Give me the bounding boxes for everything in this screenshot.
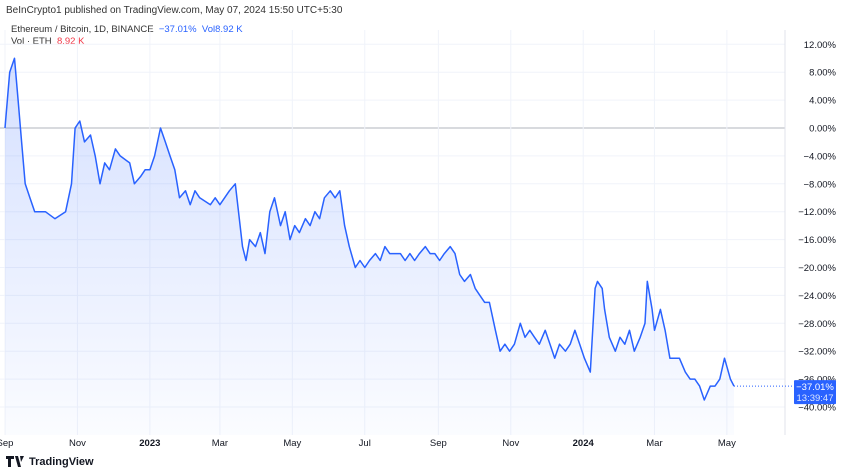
x-tick-label: 2023 [139,438,160,449]
price-line [4,57,735,401]
y-tick-label: −32.00% [798,347,836,358]
y-tick-label: −12.00% [798,207,836,218]
y-tick-label: 0.00% [809,124,836,135]
y-tick-label: −4.00% [804,151,837,162]
vol-series-label: Vol · ETH [11,36,52,47]
price-tag-countdown: 13:39:47 [797,393,834,404]
x-tick-label: Nov [69,438,86,449]
y-tick-label: 4.00% [809,96,836,107]
y-tick-label: 12.00% [804,40,837,51]
y-tick-label: −28.00% [798,319,836,330]
x-tick-label: May [718,438,736,449]
price-chart[interactable]: 12.00% 8.00% 4.00% 0.00% −4.00% −8.00% −12.00%… [0,0,850,450]
x-tick-label: Sep [430,438,447,449]
x-tick-label: 2024 [573,438,595,449]
y-tick-label: −16.00% [798,235,836,246]
x-tick-label: Mar [646,438,662,449]
tradingview-logo[interactable]: TradingView [6,456,94,468]
y-tick-label: −36.00% [798,375,836,386]
y-tick-label: −40.00% [798,403,836,414]
chart-legend: Ethereum / Bitcoin, 1D, BINANCE −37.01% … [11,24,243,48]
symbol-title[interactable]: Ethereum / Bitcoin, 1D, BINANCE [11,24,154,35]
area-fill [5,58,734,436]
x-tick-label: Nov [502,438,519,449]
logo-text: TradingView [29,456,94,468]
price-tag: −37.01% 13:39:47 [794,380,836,405]
change-value: −37.01% [158,24,197,35]
y-tick-label: 8.00% [809,68,836,79]
y-tick-label: −8.00% [804,179,837,190]
vol-value: 8.92 K [215,24,243,35]
y-tick-label: −20.00% [798,263,836,274]
x-tick-label: May [283,438,301,449]
x-tick-label: Jul [359,438,371,449]
x-tick-label: Mar [212,438,228,449]
y-tick-label: −24.00% [798,291,836,302]
published-note: BeInCrypto1 published on TradingView.com… [6,5,343,16]
price-tag-value: −37.01% [796,382,834,393]
vol-series-value: 8.92 K [56,36,85,47]
tradingview-logo-icon [6,456,24,467]
x-tick-label: Sep [0,438,13,449]
vol-label: Vol [201,24,216,35]
